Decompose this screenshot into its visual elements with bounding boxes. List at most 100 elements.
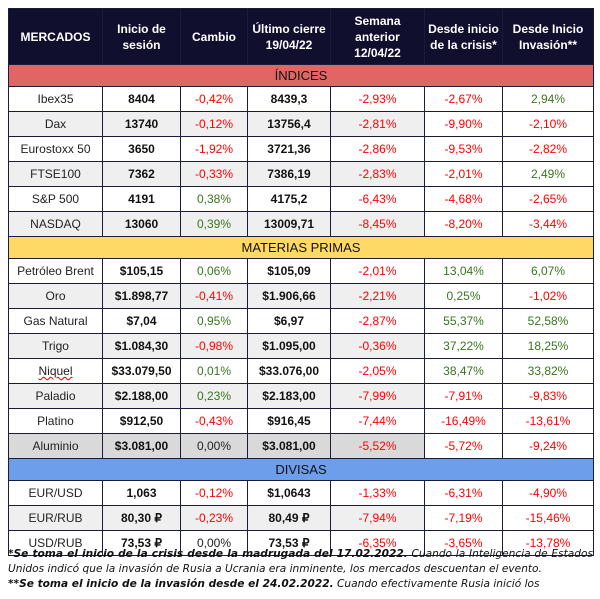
since-crisis-cell: 37,22% [424,333,503,359]
change-text: 0,01% [196,364,232,378]
change-cell: -0,23% [180,505,248,531]
since-invasion-cell: 52,58% [502,308,594,334]
session-open-text: $33.079,50 [111,364,172,378]
since-crisis-cell: -5,72% [424,433,503,459]
previous-week-text: -1,33% [358,486,397,500]
session-open-text: $105,15 [119,264,164,278]
session-open-cell: $33.079,50 [102,358,181,384]
since-crisis-cell: 13,04% [424,258,503,284]
since-invasion-cell: -9,24% [502,433,594,459]
last-close-text: $916,45 [267,414,311,428]
footnote-crisis-text: Cuando la Inteligencia de Estados Unidos… [8,548,593,575]
since-crisis-cell: -7,19% [424,505,503,531]
last-close-cell: 4175,2 [247,186,331,212]
section-title: DIVISAS [8,458,594,481]
market-name-cell: Niquel [8,358,103,384]
previous-week-cell: -7,94% [330,505,425,531]
session-open-cell: 80,30 ₽ [102,505,181,531]
last-close-cell: 13756,4 [247,111,331,137]
header-cambio: Cambio [180,8,248,65]
since-invasion-text: -13,61% [525,414,571,428]
last-close-cell: $1.095,00 [247,333,331,359]
change-cell: -0,42% [180,86,248,112]
since-invasion-cell: -3,44% [502,211,594,237]
since-crisis-text: -3,65% [444,536,483,550]
market-name-cell: S&P 500 [8,186,103,212]
last-close-cell: $3.081,00 [247,433,331,459]
table-row: Ibex35 8404 -0,42% 8439,3 -2,93% -2,67% 2,94% [8,86,594,112]
change-cell: -0,33% [180,161,248,187]
previous-week-text: -2,21% [358,289,397,303]
since-invasion-cell: 33,82% [502,358,594,384]
change-cell: -0,41% [180,283,248,309]
market-name-text: Trigo [42,339,69,353]
market-name-text: Niquel [38,364,73,378]
market-name-cell: Aluminio [8,433,103,459]
header-ultimo-cierre: Último cierre 19/04/22 [247,8,331,65]
session-open-cell: 1,063 [102,480,181,506]
header-inicio-sesion: Inicio de sesión [102,8,181,65]
last-close-text: $33.076,00 [258,364,320,378]
market-name-cell: Ibex35 [8,86,103,112]
since-invasion-text: 2,94% [530,92,566,106]
market-name-text: S&P 500 [31,192,80,206]
footnote-invasion-bold: **Se toma el inicio de la invasión desde… [8,578,334,590]
last-close-cell: $6,97 [247,308,331,334]
table-row: Dax 13740 -0,12% 13756,4 -2,81% -9,90% -2,10% [8,111,594,137]
section-title: MATERIAS PRIMAS [8,236,594,259]
market-name-text: Gas Natural [23,314,88,328]
change-cell: 0,06% [180,258,248,284]
change-cell: 0,01% [180,358,248,384]
last-close-cell: $1,0643 [247,480,331,506]
previous-week-text: -2,83% [358,167,397,181]
previous-week-cell: -2,87% [330,308,425,334]
market-name-cell: Petróleo Brent [8,258,103,284]
header-desde-crisis: Desde inicio de la crisis* [424,8,503,65]
previous-week-text: -2,93% [358,92,397,106]
previous-week-cell: -0,36% [330,333,425,359]
markets-table: MERCADOS Inicio de sesión Cambio Último … [8,8,594,556]
previous-week-cell: -2,01% [330,258,425,284]
since-invasion-text: 2,49% [530,167,566,181]
session-open-cell: $3.081,00 [102,433,181,459]
market-name-text: Oro [45,289,66,303]
previous-week-cell: -1,33% [330,480,425,506]
since-invasion-cell: -2,65% [502,186,594,212]
previous-week-cell: -2,86% [330,136,425,162]
session-open-text: $1.084,30 [114,339,169,353]
since-invasion-text: 52,58% [527,314,569,328]
table-row: Oro $1.898,77 -0,41% $1.906,66 -2,21% 0,25% -1… [8,283,594,309]
change-text: 0,06% [196,264,232,278]
last-close-cell: $105,09 [247,258,331,284]
market-name-text: Paladio [35,389,76,403]
session-open-text: $1.898,77 [114,289,169,303]
market-name-text: Platino [37,414,74,428]
previous-week-text: -6,43% [358,192,397,206]
previous-week-text: -5,52% [358,439,397,453]
since-crisis-text: 37,22% [443,339,484,353]
since-invasion-cell: -1,02% [502,283,594,309]
change-text: -0,43% [194,414,234,428]
since-invasion-cell: -15,46% [502,505,594,531]
table-row: Paladio $2.188,00 0,23% $2.183,00 -7,99% -7,9… [8,383,594,409]
last-close-cell: 80,49 ₽ [247,505,331,531]
since-invasion-text: -9,24% [528,439,568,453]
session-open-cell: 8404 [102,86,181,112]
table-row: Petróleo Brent $105,15 0,06% $105,09 -2,01% 1… [8,258,594,284]
last-close-cell: 73,53 ₽ [247,530,331,556]
change-text: -0,33% [194,167,234,181]
change-cell: -0,43% [180,408,248,434]
change-text: 0,00% [196,536,232,550]
table-row: Gas Natural $7,04 0,95% $6,97 -2,87% 55,37% 52… [8,308,594,334]
table-row: Niquel $33.079,50 0,01% $33.076,00 -2,05% 38,… [8,358,594,384]
session-open-cell: 73,53 ₽ [102,530,181,556]
previous-week-cell: -8,45% [330,211,425,237]
table-row: Aluminio $3.081,00 0,00% $3.081,00 -5,52% -5,… [8,433,594,459]
last-close-text: $6,97 [273,314,305,328]
last-close-text: 13756,4 [267,117,311,131]
since-invasion-text: -2,82% [528,142,568,156]
last-close-text: $1.095,00 [262,339,316,353]
last-close-cell: $1.906,66 [247,283,331,309]
table-row: EUR/USD 1,063 -0,12% $1,0643 -1,33% -6,31% -4,… [8,480,594,506]
since-crisis-text: -2,01% [444,167,483,181]
